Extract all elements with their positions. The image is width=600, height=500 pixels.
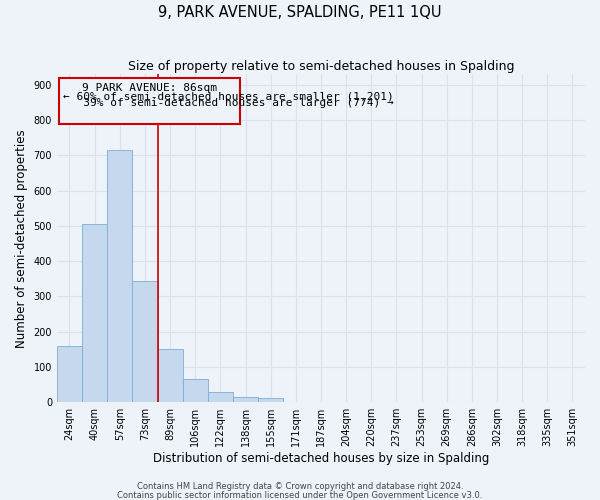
Bar [57,346,82,402]
Bar [258,398,283,402]
Text: ← 60% of semi-detached houses are smaller (1,201): ← 60% of semi-detached houses are smalle… [63,91,394,101]
Y-axis label: Number of semi-detached properties: Number of semi-detached properties [15,129,28,348]
Bar [208,392,233,402]
Text: Contains public sector information licensed under the Open Government Licence v3: Contains public sector information licen… [118,490,482,500]
Text: 9, PARK AVENUE, SPALDING, PE11 1QU: 9, PARK AVENUE, SPALDING, PE11 1QU [158,5,442,20]
FancyBboxPatch shape [59,78,241,124]
Text: 9 PARK AVENUE: 86sqm: 9 PARK AVENUE: 86sqm [82,82,217,92]
X-axis label: Distribution of semi-detached houses by size in Spalding: Distribution of semi-detached houses by … [153,452,489,465]
Bar [233,397,258,402]
Bar [133,280,158,402]
Bar [182,380,208,402]
Text: Contains HM Land Registry data © Crown copyright and database right 2024.: Contains HM Land Registry data © Crown c… [137,482,463,491]
Bar [82,224,107,402]
Text: 39% of semi-detached houses are larger (774) →: 39% of semi-detached houses are larger (… [63,98,394,108]
Title: Size of property relative to semi-detached houses in Spalding: Size of property relative to semi-detach… [128,60,514,73]
Bar [107,150,133,402]
Bar [158,350,182,402]
